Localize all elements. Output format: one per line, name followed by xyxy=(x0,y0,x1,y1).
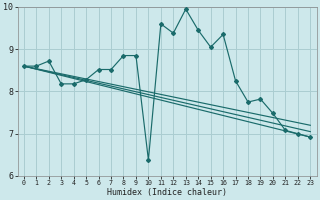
X-axis label: Humidex (Indice chaleur): Humidex (Indice chaleur) xyxy=(107,188,227,197)
